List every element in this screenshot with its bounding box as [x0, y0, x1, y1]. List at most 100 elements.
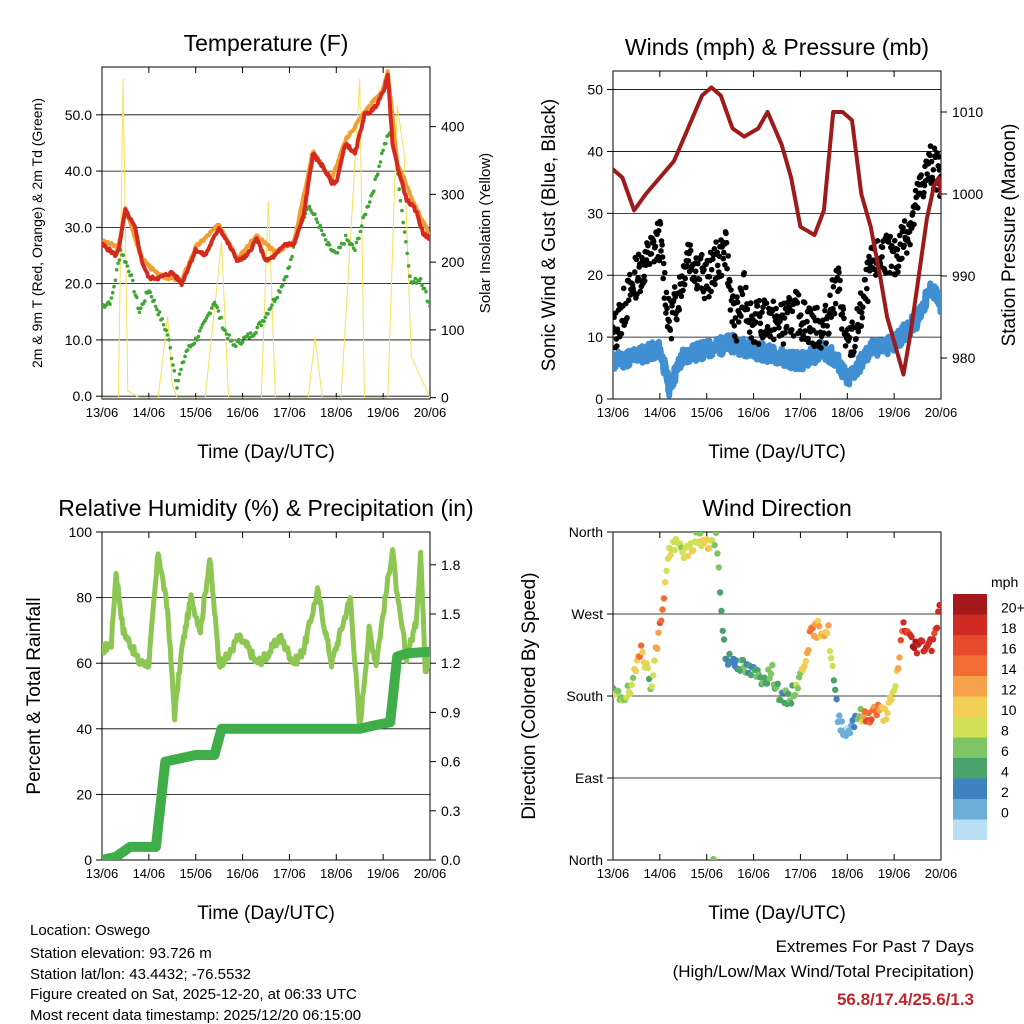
- series-solar-insolation: [102, 78, 430, 399]
- dewpoint-point: [157, 310, 162, 314]
- direction-point: [860, 713, 867, 720]
- data-layer: [102, 69, 430, 399]
- dewpoint-point: [206, 313, 210, 318]
- gust-point: [835, 265, 842, 272]
- y-tick-label: 10.0: [65, 332, 92, 348]
- gust-point: [862, 276, 868, 283]
- direction-point: [632, 667, 639, 675]
- gust-point: [699, 251, 705, 258]
- direction-point: [708, 537, 716, 544]
- gust-point: [936, 154, 941, 160]
- dewpoint-point: [152, 298, 156, 303]
- x-tick-label: 17/06: [784, 866, 817, 881]
- elevation-text: Station elevation: 93.726 m: [30, 945, 212, 962]
- colorbar-swatch: [953, 655, 987, 676]
- gust-point: [627, 271, 633, 278]
- dewpoint-point: [428, 304, 430, 308]
- direction-point: [824, 630, 831, 637]
- x-tick-label: 15/06: [690, 866, 723, 881]
- gust-point: [830, 284, 837, 290]
- y-tick-label: 30.0: [65, 219, 92, 235]
- chart-title: Wind Direction: [702, 495, 852, 521]
- dewpoint-point: [414, 281, 419, 285]
- direction-point: [892, 683, 899, 690]
- dewpoint-point: [384, 141, 388, 146]
- direction-point: [761, 674, 768, 681]
- direction-point: [627, 690, 634, 697]
- panel-4: Wind Direction Time (Day/UTC) 13/06 14/06 15…: [519, 495, 1024, 924]
- gust-point: [899, 255, 905, 262]
- dewpoint-point: [372, 189, 376, 193]
- dewpoint-point: [117, 258, 122, 262]
- dewpoint-point: [179, 367, 183, 372]
- colorbar-swatch: [953, 758, 987, 779]
- y2-tick-label: 0.9: [441, 704, 461, 720]
- colorbar-swatch: [953, 778, 987, 799]
- gust-point: [663, 310, 669, 316]
- dewpoint-point: [164, 328, 169, 333]
- dewpoint-point: [185, 348, 190, 352]
- y-tick-label: North: [569, 852, 603, 868]
- x-axis-label: Time (Day/UTC): [197, 442, 335, 463]
- gust-point: [680, 287, 686, 294]
- gust-point: [851, 349, 857, 355]
- gust-point: [783, 323, 790, 330]
- dewpoint-point: [358, 229, 363, 234]
- y2-tick-label: 1.8: [441, 557, 461, 573]
- dewpoint-point: [127, 269, 131, 274]
- gust-point: [708, 288, 714, 295]
- direction-point: [629, 674, 637, 682]
- colorbar-label: 16: [1001, 641, 1017, 657]
- gust-point: [741, 270, 747, 276]
- colorbar-swatch: [953, 717, 987, 738]
- y-tick-label: 80: [76, 590, 92, 606]
- dewpoint-point: [183, 354, 187, 359]
- y2-tick-label: 200: [441, 254, 465, 270]
- colorbar-label: 8: [1001, 723, 1009, 739]
- dewpoint-point: [413, 276, 418, 281]
- direction-point: [787, 700, 795, 707]
- gust-point: [846, 334, 853, 341]
- data-layer: [613, 532, 941, 860]
- direction-point: [658, 617, 665, 624]
- gust-point: [894, 246, 901, 253]
- dewpoint-point: [346, 239, 351, 243]
- gust-point: [874, 238, 881, 244]
- direction-point: [935, 608, 941, 615]
- dewpoint-point: [398, 198, 403, 203]
- gust-point: [684, 263, 691, 270]
- gust-point: [837, 277, 843, 284]
- dewpoint-point: [266, 312, 270, 316]
- plot-frame: [101, 531, 431, 861]
- colorbar-label: 12: [1001, 682, 1017, 698]
- dewpoint-point: [136, 306, 140, 311]
- dewpoint-point: [169, 356, 174, 361]
- dewpoint-point: [420, 283, 424, 288]
- gust-point: [836, 286, 843, 293]
- gust-point: [790, 333, 797, 339]
- gust-point: [782, 330, 788, 336]
- gust-point: [738, 313, 744, 320]
- gust-point: [821, 330, 827, 336]
- series-9m-temperature: [102, 69, 430, 284]
- direction-point: [706, 544, 713, 552]
- dewpoint-point: [280, 283, 285, 288]
- direction-point: [660, 595, 668, 602]
- dewpoint-point: [224, 332, 229, 336]
- direction-point: [716, 589, 724, 596]
- series-relative-humidity: [102, 547, 430, 729]
- colorbar-swatch: [953, 676, 987, 697]
- gust-point: [731, 323, 738, 329]
- dewpoint-point: [258, 320, 262, 325]
- direction-point: [814, 617, 821, 625]
- x-tick-label: 14/06: [133, 866, 166, 881]
- direction-point: [651, 657, 658, 664]
- gust-point: [664, 305, 670, 312]
- direction-point: [667, 551, 674, 559]
- direction-point: [929, 636, 937, 643]
- extremes-title: Extremes For Past 7 Days: [775, 937, 974, 956]
- x-tick-label: 16/06: [737, 405, 770, 420]
- direction-point: [838, 718, 846, 725]
- x-tick-label: 16/06: [226, 866, 259, 881]
- chart-title: Winds (mph) & Pressure (mb): [625, 34, 929, 60]
